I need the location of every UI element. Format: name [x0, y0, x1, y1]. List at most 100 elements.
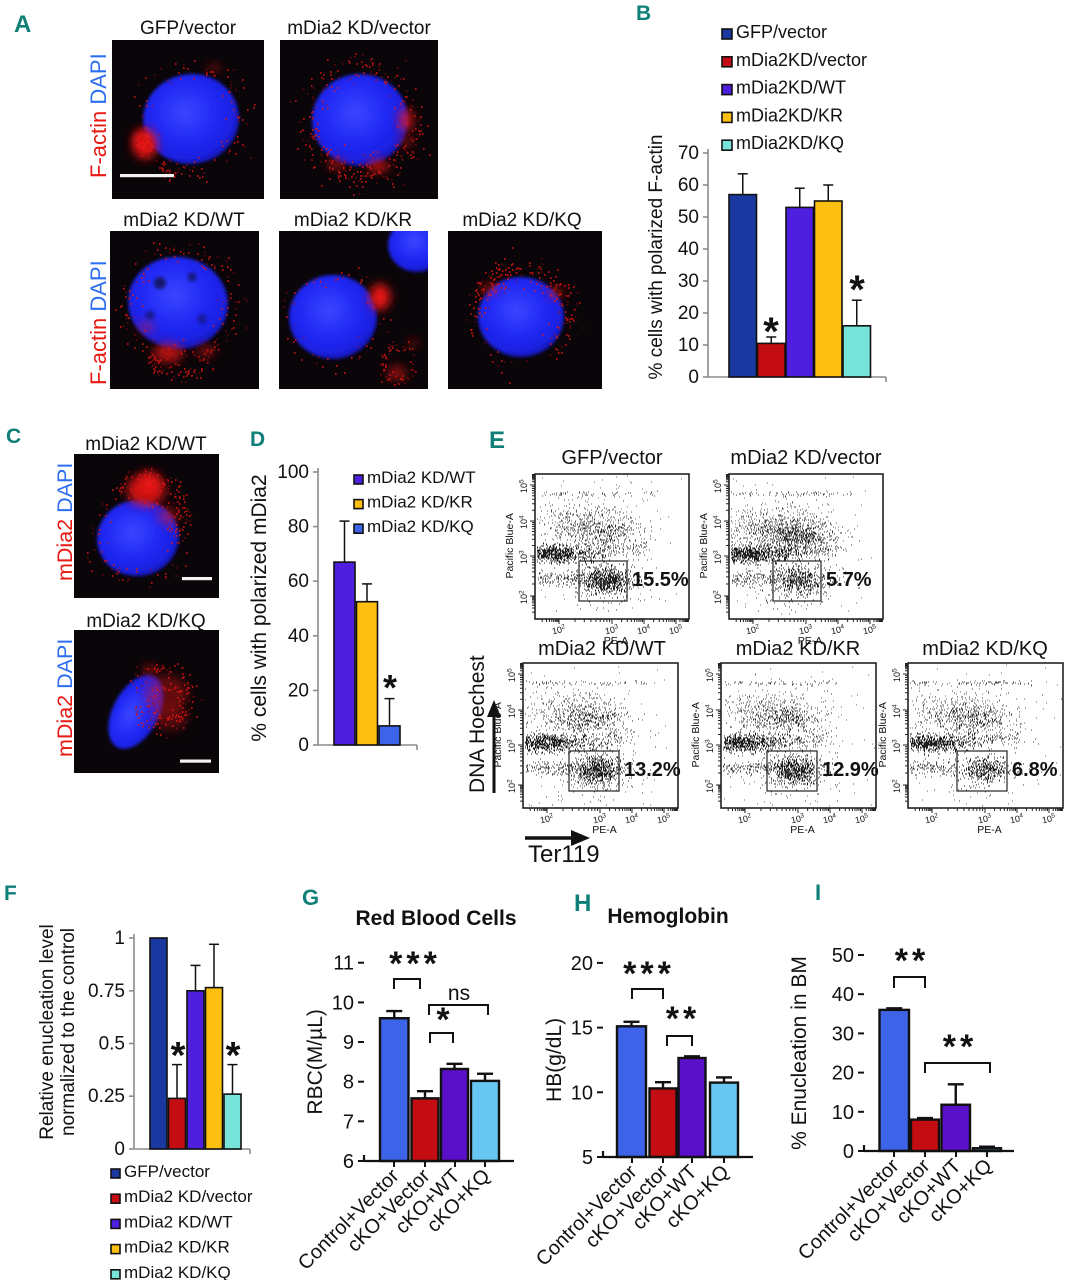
svg-text:***: ***: [623, 955, 675, 993]
svg-text:0.75: 0.75: [88, 981, 125, 1002]
svg-text:40: 40: [832, 984, 854, 1006]
svg-text:mDia2 KD/KQ: mDia2 KD/KQ: [124, 1263, 231, 1280]
svg-text:*: *: [226, 1035, 241, 1077]
svg-text:105: 105: [892, 668, 903, 682]
svg-text:5.7%: 5.7%: [826, 569, 872, 591]
svg-text:0.25: 0.25: [88, 1086, 125, 1107]
svg-text:G: G: [302, 885, 319, 910]
svg-text:50: 50: [832, 945, 854, 967]
svg-text:40: 40: [678, 239, 699, 260]
svg-text:104: 104: [892, 704, 903, 718]
svg-text:mDia2 KD/WT: mDia2 KD/WT: [85, 434, 207, 455]
svg-text:mDia2 KD/KQ: mDia2 KD/KQ: [922, 638, 1048, 660]
svg-text:0: 0: [688, 367, 699, 388]
svg-text:104: 104: [507, 704, 518, 718]
svg-text:104: 104: [713, 515, 724, 529]
svg-text:102: 102: [519, 590, 530, 604]
svg-text:H: H: [574, 890, 591, 917]
svg-text:% Enucleation in BM: % Enucleation in BM: [788, 956, 811, 1150]
svg-text:Red Blood Cells: Red Blood Cells: [355, 907, 516, 930]
svg-text:40: 40: [288, 626, 309, 647]
svg-text:103: 103: [507, 739, 518, 753]
svg-text:70: 70: [678, 143, 699, 164]
svg-text:0: 0: [114, 1139, 125, 1160]
svg-text:mDia2 KD/WT: mDia2 KD/WT: [124, 1212, 233, 1231]
svg-text:Pacific Blue-A: Pacific Blue-A: [877, 702, 889, 767]
svg-text:*: *: [436, 1001, 450, 1039]
svg-text:mDia2 KD/vector: mDia2 KD/vector: [730, 447, 881, 469]
svg-text:30: 30: [678, 271, 699, 292]
svg-text:mDia2 KD/KR: mDia2 KD/KR: [736, 638, 860, 660]
svg-text:20: 20: [288, 680, 309, 701]
svg-text:% cells with polarized F-actin: % cells with polarized F-actin: [646, 135, 667, 380]
svg-text:PE-A: PE-A: [977, 824, 1002, 836]
svg-text:mDia2 KD/KQ: mDia2 KD/KQ: [86, 611, 205, 632]
svg-text:0: 0: [298, 735, 309, 756]
svg-text:GFP/vector: GFP/vector: [561, 447, 662, 469]
svg-text:Pacific Blue-A: Pacific Blue-A: [690, 702, 702, 767]
svg-text:102: 102: [892, 779, 903, 793]
svg-text:E: E: [489, 427, 505, 454]
svg-text:mDia2 DAPI: mDia2 DAPI: [53, 639, 77, 757]
svg-text:mDia2 KD/WT: mDia2 KD/WT: [538, 638, 666, 660]
svg-text:10: 10: [571, 1082, 593, 1104]
svg-text:F: F: [4, 882, 17, 905]
svg-text:mDia2 KD/KQ: mDia2 KD/KQ: [367, 517, 474, 536]
svg-text:PE-A: PE-A: [790, 824, 815, 836]
svg-text:102: 102: [713, 590, 724, 604]
svg-text:% cells with polarized mDia2: % cells with polarized mDia2: [248, 474, 271, 741]
svg-text:6: 6: [343, 1151, 354, 1173]
svg-text:D: D: [250, 428, 265, 451]
svg-text:103: 103: [713, 550, 724, 564]
svg-text:*: *: [849, 268, 865, 312]
svg-text:60: 60: [678, 175, 699, 196]
svg-text:GFP/vector: GFP/vector: [736, 22, 827, 42]
svg-text:8: 8: [343, 1072, 354, 1094]
svg-text:10: 10: [678, 335, 699, 356]
svg-text:A: A: [14, 11, 31, 38]
svg-text:15.5%: 15.5%: [632, 569, 689, 591]
svg-text:*: *: [171, 1035, 186, 1077]
svg-text:105: 105: [519, 479, 530, 493]
svg-text:mDia2KD/KR: mDia2KD/KR: [736, 105, 843, 125]
svg-text:mDia2KD/KQ: mDia2KD/KQ: [736, 133, 844, 153]
svg-text:100: 100: [277, 462, 309, 483]
svg-text:mDia2 KD/WT: mDia2 KD/WT: [367, 468, 476, 487]
svg-text:mDia2 KD/KQ: mDia2 KD/KQ: [462, 210, 581, 231]
svg-text:mDia2 KD/KR: mDia2 KD/KR: [367, 493, 473, 512]
svg-text:mDia2 KD/KR: mDia2 KD/KR: [294, 210, 412, 231]
svg-text:1: 1: [114, 928, 125, 949]
svg-text:P3: P3: [597, 579, 607, 588]
svg-text:80: 80: [288, 517, 309, 538]
svg-text:**: **: [895, 942, 929, 980]
svg-text:30: 30: [832, 1023, 854, 1045]
svg-text:10: 10: [332, 992, 354, 1014]
svg-text:20: 20: [678, 303, 699, 324]
svg-text:103: 103: [519, 550, 530, 564]
svg-text:P3: P3: [791, 579, 801, 588]
svg-text:Pacific Blue-A: Pacific Blue-A: [504, 513, 516, 578]
svg-text:HB(g/dL): HB(g/dL): [543, 1018, 566, 1102]
svg-text:105: 105: [507, 668, 518, 682]
svg-text:11: 11: [333, 953, 354, 975]
svg-text:normalized to the control: normalized to the control: [58, 928, 79, 1136]
svg-text:5: 5: [582, 1147, 593, 1169]
svg-text:B: B: [636, 2, 651, 25]
svg-text:7: 7: [343, 1111, 354, 1133]
svg-text:mDia2 KD/KR: mDia2 KD/KR: [124, 1238, 230, 1257]
svg-text:**: **: [666, 1000, 700, 1038]
svg-text:P3: P3: [786, 769, 796, 778]
svg-text:Relative enucleation level: Relative enucleation level: [37, 924, 58, 1139]
svg-text:10: 10: [832, 1102, 854, 1124]
svg-text:mDia2 KD/vector: mDia2 KD/vector: [124, 1187, 253, 1206]
svg-text:13.2%: 13.2%: [624, 759, 681, 781]
svg-text:102: 102: [507, 779, 518, 793]
svg-text:102: 102: [705, 779, 716, 793]
svg-text:I: I: [815, 880, 821, 905]
svg-text:0: 0: [843, 1141, 854, 1163]
svg-text:GFP/vector: GFP/vector: [140, 18, 237, 39]
svg-text:104: 104: [705, 704, 716, 718]
svg-text:104: 104: [519, 515, 530, 529]
svg-text:F-actin DAPI: F-actin DAPI: [86, 53, 111, 178]
svg-text:6.8%: 6.8%: [1012, 759, 1058, 781]
